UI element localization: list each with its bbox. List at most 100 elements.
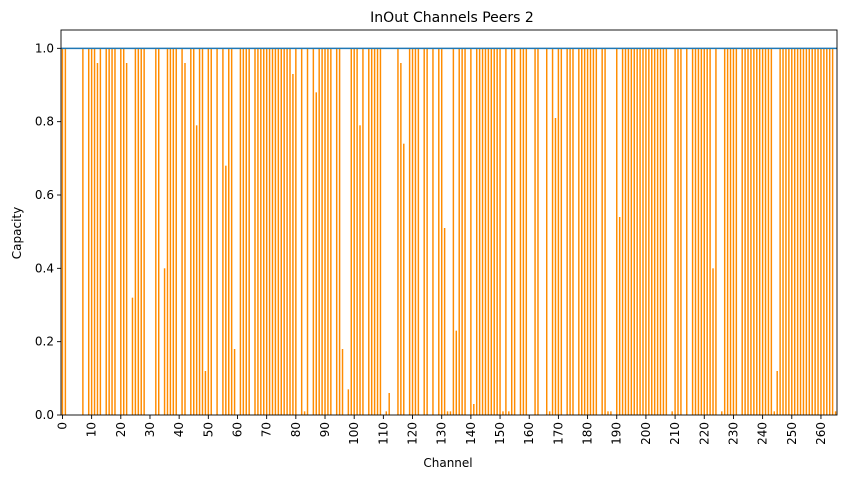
bar-channel-178 (581, 48, 583, 415)
x-tick-label: 60 (230, 422, 244, 437)
bar-channel-38 (172, 48, 175, 415)
bar-channel-17 (111, 48, 113, 415)
bar-channel-10 (90, 48, 93, 415)
bar-channel-50 (207, 48, 210, 415)
bar-channel-221 (706, 48, 708, 415)
bar-channel-53 (216, 48, 218, 415)
bar-channel-154 (510, 48, 513, 415)
bar-channel-102 (359, 125, 361, 415)
bar-channel-107 (373, 48, 376, 415)
bar-channel-51 (210, 48, 212, 415)
bar-channel-132 (446, 411, 449, 415)
bar-channel-249 (788, 48, 790, 415)
bar-channel-200 (645, 48, 647, 415)
bar-channel-151 (502, 411, 504, 415)
bar-channel-227 (723, 48, 726, 415)
y-tick-label: 0.8 (35, 115, 54, 129)
bar-channel-78 (289, 48, 291, 415)
bar-channel-255 (805, 48, 808, 415)
bar-channel-48 (201, 48, 204, 415)
bar-channel-64 (248, 48, 250, 415)
bar-channel-80 (295, 48, 297, 415)
bar-channel-244 (773, 411, 776, 415)
x-tick-label: 150 (493, 422, 507, 445)
bar-channel-1 (64, 48, 67, 415)
bar-channel-211 (677, 48, 679, 415)
bar-channel-220 (703, 48, 705, 415)
bar-channel-204 (656, 48, 659, 415)
bar-channel-206 (662, 48, 665, 415)
bar-channel-233 (741, 48, 743, 415)
bars-layer (61, 48, 837, 416)
bar-channel-121 (414, 48, 417, 415)
bar-channel-203 (653, 48, 656, 415)
bar-channel-59 (233, 349, 236, 415)
bar-channel-187 (607, 411, 609, 415)
bar-channel-101 (356, 48, 358, 415)
bar-channel-129 (438, 48, 440, 415)
bar-channel-155 (513, 48, 516, 415)
bar-channel-190 (616, 48, 618, 415)
bar-channel-195 (630, 48, 633, 415)
bar-channel-82 (300, 48, 303, 415)
bar-channel-257 (811, 48, 813, 415)
bar-channel-150 (499, 48, 501, 415)
bar-channel-241 (764, 48, 767, 415)
x-tick-label: 80 (289, 422, 303, 437)
bar-channel-217 (694, 48, 697, 415)
bar-channel-133 (449, 411, 452, 415)
bar-channel-42 (184, 63, 186, 415)
plot-frame (60, 29, 838, 416)
bar-channel-198 (639, 48, 641, 415)
bar-channel-180 (586, 48, 589, 415)
x-axis-label: Channel (423, 456, 472, 470)
bar-channel-259 (817, 48, 819, 415)
bar-channel-37 (169, 48, 172, 415)
bar-channel-219 (700, 48, 703, 415)
bar-channel-159 (525, 48, 528, 415)
bar-channel-261 (823, 48, 825, 415)
bar-channel-214 (686, 48, 688, 415)
bar-channel-45 (193, 48, 195, 415)
x-tick-label: 170 (551, 422, 565, 445)
bar-channel-149 (496, 48, 498, 415)
bar-channel-177 (578, 48, 580, 415)
bar-channel-96 (341, 349, 344, 415)
bar-channel-12 (96, 63, 99, 415)
bar-channel-226 (721, 411, 723, 415)
bar-channel-196 (633, 48, 635, 415)
bar-channel-207 (665, 48, 668, 415)
bar-channel-231 (735, 48, 738, 415)
bar-channel-201 (648, 48, 650, 415)
bar-channel-71 (268, 48, 271, 415)
bar-channel-125 (426, 48, 428, 415)
bar-channel-163 (537, 48, 539, 415)
bar-channel-122 (417, 48, 420, 415)
bar-channel-74 (277, 48, 280, 415)
bar-channel-218 (697, 48, 700, 415)
x-tick-label: 220 (697, 422, 711, 445)
x-tick-label: 180 (581, 422, 595, 445)
bar-channel-194 (627, 48, 630, 415)
bar-channel-25 (134, 48, 137, 415)
bar-channel-46 (195, 125, 198, 415)
bar-channel-49 (204, 371, 207, 415)
bar-channel-148 (493, 48, 495, 415)
x-tick-label: 30 (143, 422, 157, 437)
bar-channel-103 (362, 48, 364, 415)
bar-channel-28 (143, 48, 145, 415)
bar-channel-248 (785, 48, 787, 415)
bar-channel-22 (125, 63, 128, 415)
x-tick-label: 10 (85, 422, 99, 437)
bar-channel-27 (140, 48, 142, 415)
bar-channel-147 (490, 48, 493, 415)
bar-channel-108 (376, 48, 379, 415)
bar-channel-84 (306, 48, 309, 415)
bar-channel-117 (403, 143, 405, 416)
bar-channel-239 (758, 48, 761, 415)
bar-channel-86 (312, 48, 315, 415)
bar-channel-72 (271, 48, 274, 415)
bar-channel-243 (770, 48, 773, 415)
bar-channel-141 (473, 404, 475, 415)
